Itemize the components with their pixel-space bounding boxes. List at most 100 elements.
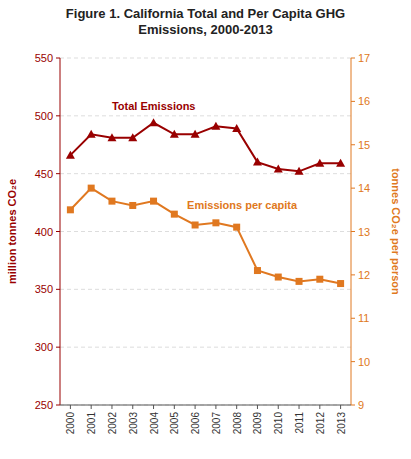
y2-tick-label: 13 — [358, 226, 370, 238]
x-tick — [236, 405, 237, 409]
x-tick-label: 2002 — [107, 412, 118, 435]
y-tick-label: 450 — [35, 168, 53, 180]
y2-tick-label: 16 — [358, 95, 370, 107]
series-line — [70, 188, 340, 283]
grid-line — [60, 405, 351, 406]
x-tick-label: 2007 — [211, 412, 222, 435]
grid-line — [60, 289, 351, 290]
x-tick — [70, 405, 71, 409]
x-tick — [278, 405, 279, 409]
grid-line — [60, 58, 351, 59]
x-tick — [257, 405, 258, 409]
grid-line — [60, 115, 351, 116]
series-marker — [108, 198, 115, 205]
y2-tick-label: 15 — [358, 139, 370, 151]
series-marker — [254, 267, 261, 274]
x-tick-label: 2000 — [65, 412, 76, 435]
y2-tick-label: 14 — [358, 182, 370, 194]
x-tick — [91, 405, 92, 409]
x-tick-label: 2011 — [294, 412, 305, 434]
grid-line — [60, 173, 351, 174]
series-marker — [170, 130, 179, 138]
y-tick — [56, 173, 60, 174]
y2-tick — [351, 318, 355, 319]
y2-tick — [351, 188, 355, 189]
x-tick-label: 2009 — [252, 412, 263, 435]
series-marker — [67, 206, 74, 213]
series-marker — [87, 130, 96, 138]
series-label: Emissions per capita — [187, 199, 298, 211]
series-marker — [171, 211, 178, 218]
y2-tick — [351, 231, 355, 232]
x-tick-label: 2008 — [232, 412, 243, 435]
y2-tick — [351, 361, 355, 362]
y2-axis — [351, 58, 352, 405]
x-tick-label: 2006 — [190, 412, 201, 435]
series-marker — [211, 122, 220, 130]
y-tick — [56, 347, 60, 348]
x-tick-label: 2001 — [86, 412, 97, 435]
y2-tick-label: 12 — [358, 269, 370, 281]
x-tick-label: 2004 — [149, 412, 160, 435]
y-tick — [56, 405, 60, 406]
series-marker — [275, 274, 282, 281]
series-marker — [212, 219, 219, 226]
y2-axis-label: tonnes CO₂e per person — [390, 168, 402, 295]
x-tick-label: 2003 — [128, 412, 139, 435]
series-marker — [337, 280, 344, 287]
series-marker — [274, 165, 283, 173]
y-tick-label: 550 — [35, 52, 53, 64]
x-tick-label: 2005 — [169, 412, 180, 435]
y-tick-label: 350 — [35, 283, 53, 295]
series-marker — [296, 278, 303, 285]
series-marker — [316, 276, 323, 283]
x-tick — [111, 405, 112, 409]
grid — [60, 58, 351, 405]
x-tick — [299, 405, 300, 409]
y2-tick — [351, 58, 355, 59]
series-marker — [232, 124, 241, 132]
y2-tick — [351, 101, 355, 102]
x-tick — [319, 405, 320, 409]
series-marker — [129, 202, 136, 209]
y2-tick-label: 17 — [358, 52, 370, 64]
series-marker — [107, 133, 116, 141]
grid-line — [60, 347, 351, 348]
y-tick-label: 400 — [35, 226, 53, 238]
x-tick-label: 2010 — [273, 412, 284, 435]
y-axis — [60, 58, 61, 405]
x-tick — [174, 405, 175, 409]
series-marker — [66, 151, 75, 159]
plot-area — [66, 118, 345, 287]
y-tick-label: 500 — [35, 110, 53, 122]
y2-tick — [351, 144, 355, 145]
series-marker — [192, 221, 199, 228]
y-tick-label: 250 — [35, 399, 53, 411]
series-label: Total Emissions — [112, 100, 196, 112]
series-marker — [150, 198, 157, 205]
series-marker — [295, 167, 304, 175]
x-axis — [60, 405, 351, 406]
grid-line — [60, 231, 351, 232]
y-tick-label: 300 — [35, 341, 53, 353]
series-marker — [336, 159, 345, 167]
y2-tick-label: 11 — [358, 312, 369, 324]
x-tick — [215, 405, 216, 409]
y-tick — [56, 115, 60, 116]
x-tick — [340, 405, 341, 409]
x-tick — [153, 405, 154, 409]
y2-tick — [351, 405, 355, 406]
y-tick — [56, 231, 60, 232]
y2-tick — [351, 274, 355, 275]
chart: Figure 1. California Total and Per Capit… — [0, 0, 411, 459]
series-line — [70, 123, 340, 172]
title: Figure 1. California Total and Per Capit… — [66, 6, 345, 37]
y-axis-label: million tonnes CO₂e — [6, 179, 18, 284]
y-tick — [56, 58, 60, 59]
series-marker — [149, 118, 158, 126]
x-tick — [132, 405, 133, 409]
series-marker — [253, 158, 262, 166]
y2-tick-label: 9 — [358, 399, 364, 411]
series-marker — [191, 130, 200, 138]
series-marker — [233, 224, 240, 231]
